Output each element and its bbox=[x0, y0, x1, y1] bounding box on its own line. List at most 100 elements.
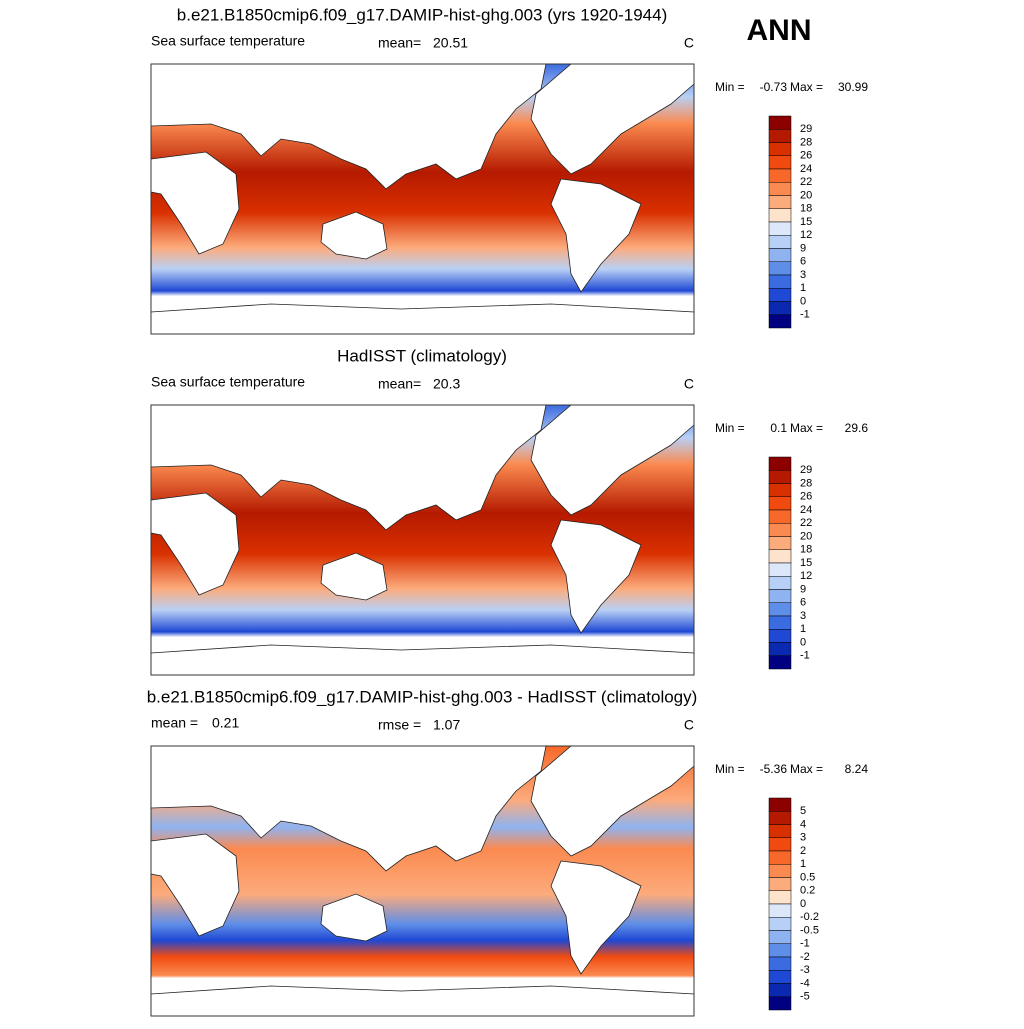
colorbar-label: 9 bbox=[800, 583, 806, 595]
colorbar-box bbox=[768, 996, 792, 1011]
colorbar-box bbox=[768, 655, 792, 670]
max-label: Max = bbox=[790, 762, 823, 776]
colorbar-label: 24 bbox=[800, 504, 812, 516]
colorbar-label: 26 bbox=[800, 150, 812, 162]
colorbar-label: -0.5 bbox=[800, 924, 819, 936]
colorbar-box bbox=[768, 496, 792, 511]
map bbox=[150, 63, 695, 335]
colorbar-label: 20 bbox=[800, 530, 812, 542]
colorbar-box bbox=[768, 943, 792, 958]
colorbar-label: 28 bbox=[800, 136, 812, 148]
colorbar-box bbox=[768, 142, 792, 156]
panel-title: HadISST (climatology) bbox=[337, 346, 507, 365]
colorbar-label: 26 bbox=[800, 491, 812, 503]
max-label: Max = bbox=[790, 421, 823, 435]
colorbar-label: 6 bbox=[800, 256, 806, 268]
colorbar-box bbox=[768, 877, 792, 891]
colorbar-label: 9 bbox=[800, 242, 806, 254]
max-value: 29.6 bbox=[845, 421, 869, 435]
colorbar-box bbox=[768, 615, 792, 630]
colorbar-box bbox=[768, 248, 792, 262]
panel-title: b.e21.B1850cmip6.f09_g17.DAMIP-hist-ghg.… bbox=[147, 687, 698, 706]
colorbar-box bbox=[768, 456, 792, 471]
left-label: Sea surface temperature bbox=[151, 374, 305, 390]
colorbar-box bbox=[768, 155, 792, 170]
colorbar-box bbox=[768, 509, 792, 524]
colorbar-label: 6 bbox=[800, 597, 806, 609]
colorbar-box bbox=[768, 274, 792, 289]
max-value: 30.99 bbox=[838, 80, 868, 94]
colorbar-label: -5 bbox=[800, 991, 810, 1003]
colorbar-label: -1 bbox=[800, 650, 810, 662]
colorbar-label: 5 bbox=[800, 805, 806, 817]
colorbar-label: 22 bbox=[800, 176, 812, 188]
map-frame bbox=[150, 404, 695, 676]
colorbar-box bbox=[768, 235, 792, 249]
colorbar-box bbox=[768, 576, 792, 590]
colorbar-label: 0 bbox=[800, 295, 806, 307]
panel-title: b.e21.B1850cmip6.f09_g17.DAMIP-hist-ghg.… bbox=[177, 5, 667, 24]
colorbar-label: 0 bbox=[800, 898, 806, 910]
colorbar-box bbox=[768, 970, 792, 984]
colorbar-label: -4 bbox=[800, 977, 810, 989]
colorbar-label: -1 bbox=[800, 309, 810, 321]
colorbar-label: 15 bbox=[800, 557, 812, 569]
colorbar-box bbox=[768, 797, 792, 812]
colorbar-label: 0.2 bbox=[800, 885, 815, 897]
units: C bbox=[684, 376, 694, 392]
colorbar-label: 28 bbox=[800, 477, 812, 489]
colorbar-box bbox=[768, 536, 792, 550]
min-label: Min = bbox=[715, 421, 745, 435]
map bbox=[150, 745, 695, 1017]
min-value: -5.36 bbox=[760, 762, 788, 776]
map bbox=[150, 404, 695, 676]
min-label: Min = bbox=[715, 762, 745, 776]
colorbar-box bbox=[768, 195, 792, 209]
colorbar-label: 15 bbox=[800, 216, 812, 228]
colorbar-box bbox=[768, 301, 792, 315]
colorbar-box bbox=[768, 837, 792, 852]
stat-label: mean= bbox=[378, 376, 421, 392]
max-label: Max = bbox=[790, 80, 823, 94]
colorbar-label: 3 bbox=[800, 269, 806, 281]
colorbar-box bbox=[768, 850, 792, 865]
colorbar-label: -3 bbox=[800, 964, 810, 976]
left-label: Sea surface temperature bbox=[151, 33, 305, 49]
stat-label: rmse = bbox=[378, 717, 421, 733]
colorbar-box bbox=[768, 642, 792, 656]
colorbar-box bbox=[768, 562, 792, 577]
stat-label: mean= bbox=[378, 35, 421, 51]
colorbar-box bbox=[768, 115, 792, 130]
colorbar-label: 29 bbox=[800, 464, 812, 476]
colorbar-box bbox=[768, 983, 792, 997]
colorbar-box bbox=[768, 261, 792, 276]
units: C bbox=[684, 717, 694, 733]
colorbar-box bbox=[768, 470, 792, 484]
colorbar-box bbox=[768, 523, 792, 537]
colorbar-label: 3 bbox=[800, 610, 806, 622]
left-value: 0.21 bbox=[212, 715, 239, 731]
colorbar-box bbox=[768, 824, 792, 838]
colorbar-box bbox=[768, 903, 792, 918]
season-label: ANN bbox=[747, 14, 812, 47]
left-label: mean = bbox=[151, 715, 198, 731]
colorbar-label: 18 bbox=[800, 544, 812, 556]
colorbar-box bbox=[768, 168, 792, 183]
colorbar-label: 12 bbox=[800, 229, 812, 241]
colorbar-box bbox=[768, 956, 792, 971]
colorbar-label: -1 bbox=[800, 938, 810, 950]
colorbar-box bbox=[768, 890, 792, 905]
min-value: 0.1 bbox=[770, 421, 787, 435]
colorbar-box bbox=[768, 288, 792, 302]
colorbar-box bbox=[768, 930, 792, 944]
colorbar-label: 2 bbox=[800, 845, 806, 857]
colorbar-label: 4 bbox=[800, 818, 806, 830]
colorbar-box bbox=[768, 602, 792, 617]
stat-value: 20.3 bbox=[433, 376, 460, 392]
colorbar-box bbox=[768, 589, 792, 603]
colorbar-label: 1 bbox=[800, 858, 806, 870]
colorbar-box bbox=[768, 314, 792, 329]
colorbar-label: 1 bbox=[800, 282, 806, 294]
colorbar-label: 22 bbox=[800, 517, 812, 529]
